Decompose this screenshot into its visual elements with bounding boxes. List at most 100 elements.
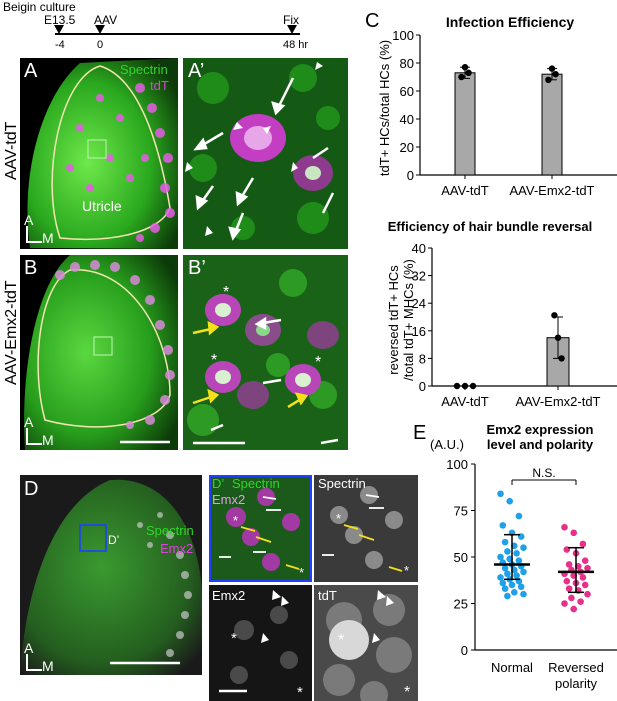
d-prime-label: D’: [212, 476, 225, 491]
data-point: [513, 549, 520, 557]
data-point: [499, 579, 507, 587]
data-point: [511, 589, 518, 596]
data-point: [506, 497, 513, 505]
y-tick-label: 32: [412, 269, 426, 284]
data-point: [561, 600, 568, 607]
arrow-marker-icon: [54, 25, 64, 34]
data-point: [520, 568, 527, 576]
tdt-micrograph: **: [323, 590, 412, 701]
timeline-event-sub: E13.5: [44, 13, 76, 27]
panel-b-prime-image: * * *: [183, 255, 348, 450]
y-tick-label: 0: [407, 168, 414, 183]
data-point: [520, 590, 527, 598]
panel-a-prime-image: [183, 58, 348, 249]
data-point: [554, 334, 562, 341]
timeline-axis: [54, 25, 300, 35]
svg-text:*: *: [211, 352, 217, 369]
utricle-micrograph: [27, 58, 178, 249]
data-point: [501, 564, 509, 572]
chart-title: Emx2 expression: [487, 422, 594, 437]
data-point: [461, 382, 469, 390]
x-tick-label: Normal: [491, 660, 533, 675]
d-prime-legend-tdt: tdT: [318, 588, 337, 603]
legend-tdt: tdT: [150, 78, 169, 93]
row-label-aav-emx2-tdt: AAV-Emx2-tdT: [3, 280, 20, 385]
merge-micrograph: **: [219, 488, 304, 580]
axis-medial: M: [42, 658, 54, 674]
y-tick-label: 0: [419, 379, 426, 394]
utricle-micrograph: [24, 255, 178, 450]
panel-d-prime-spectrin: * *: [314, 475, 418, 582]
y-tick-label: 0: [461, 643, 468, 658]
chart-title: Efficiency of hair bundle reversal: [388, 219, 592, 234]
compass-icon: [26, 654, 42, 671]
legend-emx2: Emx2: [160, 541, 194, 556]
arrow-marker-icon: [95, 25, 105, 34]
y-tick-label: 8: [419, 351, 426, 366]
axis-medial: M: [42, 432, 54, 448]
axis-anterior: A: [24, 212, 34, 228]
spectrin-micrograph: **: [322, 486, 409, 578]
data-point: [584, 564, 591, 572]
panel-a-image: [20, 58, 178, 249]
y-axis-label: /total tdT+ MHCs (%): [401, 259, 416, 381]
data-point: [581, 557, 589, 565]
svg-text:*: *: [404, 684, 410, 701]
data-point: [548, 65, 556, 72]
y-tick-label: 100: [446, 457, 468, 472]
region-label-utricle: Utricle: [82, 198, 122, 214]
panel-d-image: [20, 475, 202, 675]
y-tick-label: 60: [400, 84, 414, 99]
panel-letter: B: [24, 257, 38, 279]
panel-letter: B’: [188, 257, 206, 279]
panel-d-prime-emx2: * *: [209, 585, 312, 701]
y-tick-label: 16: [412, 324, 426, 339]
data-point: [568, 594, 575, 602]
timeline-tick: 48 hr: [283, 39, 309, 51]
data-point: [579, 540, 587, 548]
data-point: [581, 581, 589, 589]
y-tick-label: 40: [412, 241, 426, 256]
data-point: [504, 592, 511, 600]
axis-anterior: A: [24, 414, 34, 430]
panel-letter: D: [24, 478, 39, 500]
panel-letter: A: [24, 60, 38, 82]
panel-letter: C: [365, 10, 380, 32]
data-point: [565, 585, 573, 592]
data-point: [497, 553, 504, 561]
data-point: [565, 561, 573, 568]
panel-letter: A’: [188, 60, 205, 82]
data-point: [520, 544, 527, 551]
x-tick-label: AAV-tdT: [441, 394, 489, 409]
row-label-aav-tdt: AAV-tdT: [3, 121, 20, 180]
y-tick-label: 100: [392, 28, 414, 43]
data-point: [513, 572, 520, 579]
compass-icon: [26, 428, 42, 445]
inset-label: D’: [108, 533, 120, 547]
data-point: [570, 605, 577, 613]
compass-icon: [26, 226, 42, 243]
svg-text:*: *: [223, 284, 229, 301]
y-axis-label: (A.U.): [430, 437, 464, 452]
x-tick-label: AAV-tdT: [441, 183, 489, 198]
y-axis-label: tdT+ HCs/total HCs (%): [377, 40, 392, 176]
timeline-event-label: AAV: [94, 13, 118, 27]
timeline-tick: -4: [55, 39, 65, 51]
data-point: [501, 585, 509, 592]
data-point: [579, 574, 587, 581]
data-point: [552, 71, 559, 78]
data-point: [458, 73, 465, 81]
significance-label: N.S.: [532, 466, 555, 480]
y-tick-label: 80: [400, 56, 414, 71]
data-point: [558, 355, 565, 362]
timeline-event-label: Fix: [283, 13, 299, 27]
emx2-expression-chart: Emx2 expression level and polarity (A.U.…: [430, 422, 617, 691]
arrow-marker-icon: [287, 25, 297, 34]
data-point: [504, 548, 511, 555]
data-point: [517, 583, 525, 591]
panel-d-prime-tdt: * *: [314, 585, 418, 701]
data-point: [501, 538, 509, 546]
chart-title: level and polarity: [487, 437, 594, 452]
data-point: [465, 69, 472, 77]
svg-text:*: *: [336, 511, 341, 526]
